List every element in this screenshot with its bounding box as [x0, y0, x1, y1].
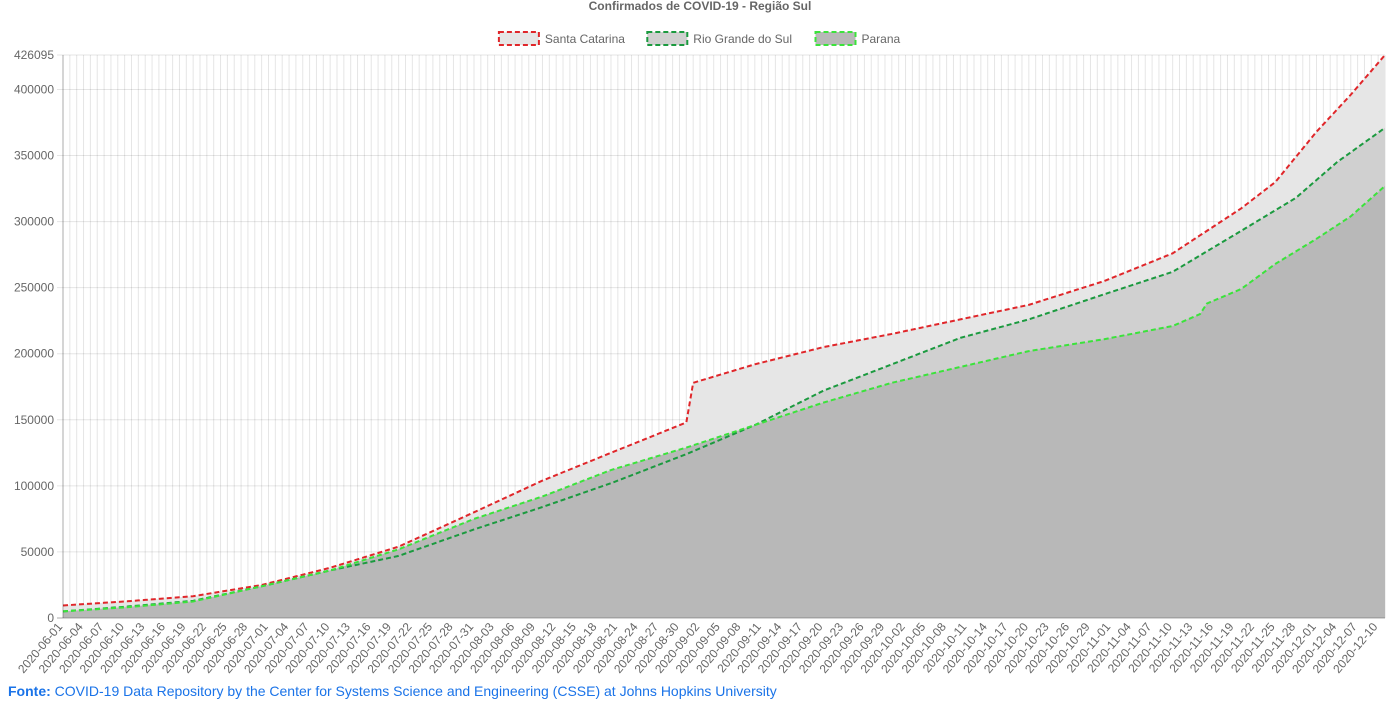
series-line-0 — [62, 54, 1386, 607]
legend-label: Santa Catarina — [545, 32, 625, 46]
series-area-2 — [63, 185, 1385, 618]
y-tick-label: 426095 — [14, 48, 54, 62]
y-tick-label: 150000 — [14, 413, 54, 427]
source-note: Fonte: COVID-19 Data Repository by the C… — [8, 683, 777, 699]
legend-label: Parana — [862, 32, 901, 46]
y-tick-label: 0 — [47, 611, 54, 625]
legend-swatch — [497, 31, 540, 46]
chart-title: Confirmados de COVID-19 - Região Sul — [589, 0, 812, 13]
legend-label: Rio Grande do Sul — [693, 32, 792, 46]
y-tick-label: 50000 — [21, 545, 55, 559]
legend[interactable]: Santa Catarina Rio Grande do Sul Parana — [497, 31, 901, 46]
source-link[interactable]: COVID-19 Data Repository by the Center f… — [54, 683, 777, 699]
y-tick-label: 100000 — [14, 479, 54, 493]
y-tick-label: 250000 — [14, 281, 54, 295]
series-lines — [62, 54, 1386, 613]
legend-swatch — [814, 31, 857, 46]
legend-item-2: Parana — [814, 31, 901, 46]
y-tick-label: 200000 — [14, 347, 54, 361]
legend-swatch — [646, 31, 689, 46]
source-label: Fonte: — [8, 683, 51, 699]
y-tick-label: 300000 — [14, 215, 54, 229]
series-areas — [63, 55, 1385, 619]
chart-canvas: Confirmados de COVID-19 - Região Sul 0 50… — [14, 0, 1386, 676]
legend-item-1: Rio Grande do Sul — [646, 31, 792, 46]
y-tick-label: 350000 — [14, 149, 54, 163]
y-tick-label: 400000 — [14, 82, 54, 96]
legend-item-0: Santa Catarina — [497, 31, 625, 46]
